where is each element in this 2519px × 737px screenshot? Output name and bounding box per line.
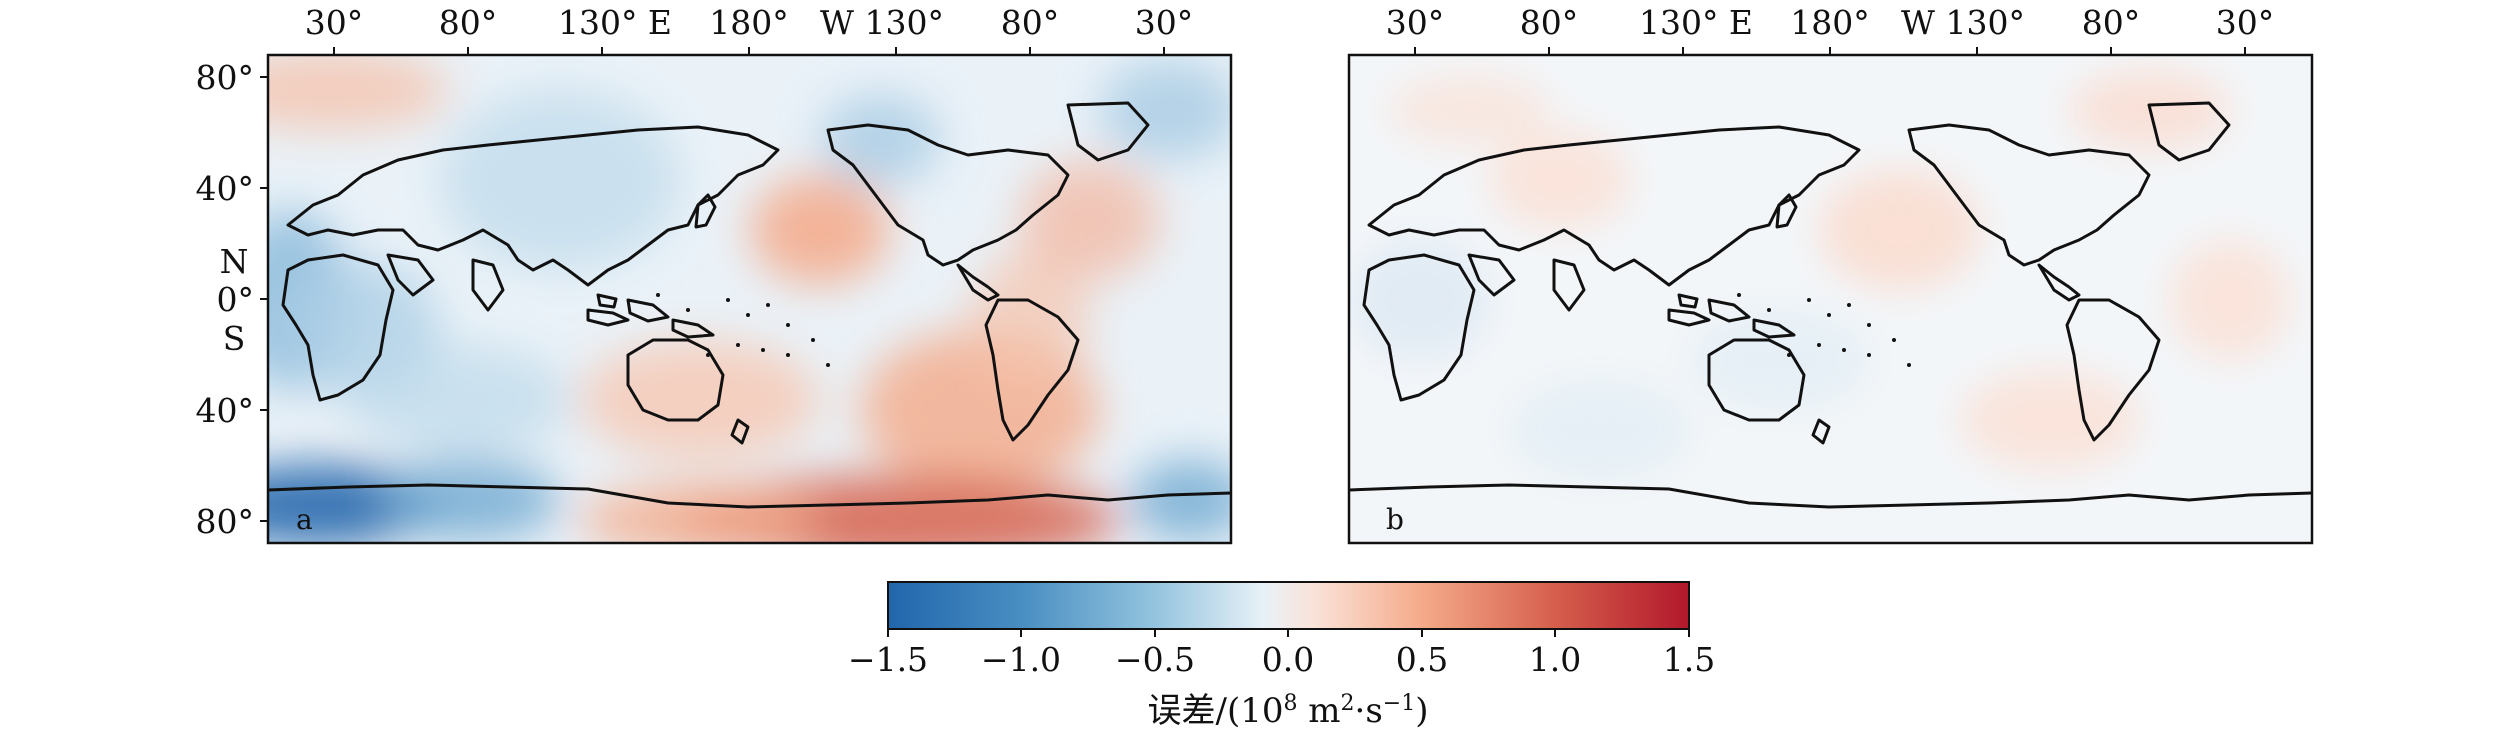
colorbar-label-exp3: −1	[1383, 691, 1415, 716]
lon-tick-a-4: W 130°	[820, 3, 944, 42]
map-panel-a: a	[260, 47, 1233, 545]
colorbar-label-exp2: 2	[1341, 691, 1355, 716]
colorbar-label-mid: m	[1297, 691, 1340, 731]
lon-tick-a-3: 180°	[709, 3, 789, 42]
colorbar-ticks	[887, 629, 1690, 637]
lon-tick-a-0: 30°	[305, 3, 364, 42]
lon-tick-labels-a: 30° 80° 130° E 180° W 130° 80° 30°	[305, 3, 1194, 42]
colorbar-tick-3: 0.0	[1262, 640, 1314, 679]
lon-tick-a-1: 80°	[439, 3, 498, 42]
lon-tick-b-0: 30°	[1386, 3, 1445, 42]
lon-tick-b-2: 130° E	[1639, 3, 1753, 42]
colorbar-tick-1: −1.0	[981, 640, 1061, 679]
lat-tick-3: 40°	[196, 391, 255, 430]
colorbar-label-dot: ·s	[1355, 691, 1383, 731]
lon-tick-labels-b: 30° 80° 130° E 180° W 130° 80° 30°	[1386, 3, 2275, 42]
colorbar-gradient	[887, 581, 1690, 630]
panel-label-b: b	[1386, 503, 1404, 536]
lon-tick-b-5: 80°	[2082, 3, 2141, 42]
lat-tick-2: 0°	[217, 280, 255, 319]
colorbar-tick-0: −1.5	[848, 640, 928, 679]
axis-ticks-a	[260, 47, 1165, 522]
lon-tick-a-2: 130° E	[558, 3, 672, 42]
colorbar-tick-4: 0.5	[1396, 640, 1448, 679]
lat-tick-4: 80°	[196, 502, 255, 541]
map-panel-b: b	[1347, 47, 2314, 545]
colorbar-label: 误差/(108 m2·s−1)	[1147, 691, 1428, 731]
lon-tick-b-3: 180°	[1790, 3, 1870, 42]
lat-tick-1: 40°	[196, 169, 255, 208]
lon-tick-a-6: 30°	[1135, 3, 1194, 42]
colorbar: −1.5 −1.0 −0.5 0.0 0.5 1.0 1.5 误差/(108 m…	[848, 581, 1715, 731]
lon-tick-b-4: W 130°	[1901, 3, 2025, 42]
colorbar-tick-6: 1.5	[1663, 640, 1715, 679]
colorbar-tick-5: 1.0	[1529, 640, 1581, 679]
colorbar-tick-2: −0.5	[1115, 640, 1195, 679]
lon-tick-b-1: 80°	[1520, 3, 1579, 42]
colorbar-label-main: 误差/(10	[1147, 691, 1283, 731]
lat-tick-labels-a: 80° 40° N 0° S 40° 80°	[196, 58, 255, 541]
lon-tick-b-6: 30°	[2216, 3, 2275, 42]
colorbar-label-close: )	[1415, 691, 1428, 731]
colorbar-label-exp1: 8	[1283, 691, 1297, 716]
lat-tick-0: 80°	[196, 58, 255, 97]
axis-ticks-b	[1414, 47, 2246, 55]
lon-tick-a-5: 80°	[1001, 3, 1060, 42]
lat-hemi-s: S	[223, 319, 246, 358]
lat-hemi-n: N	[220, 242, 249, 281]
panel-label-a: a	[296, 503, 313, 536]
